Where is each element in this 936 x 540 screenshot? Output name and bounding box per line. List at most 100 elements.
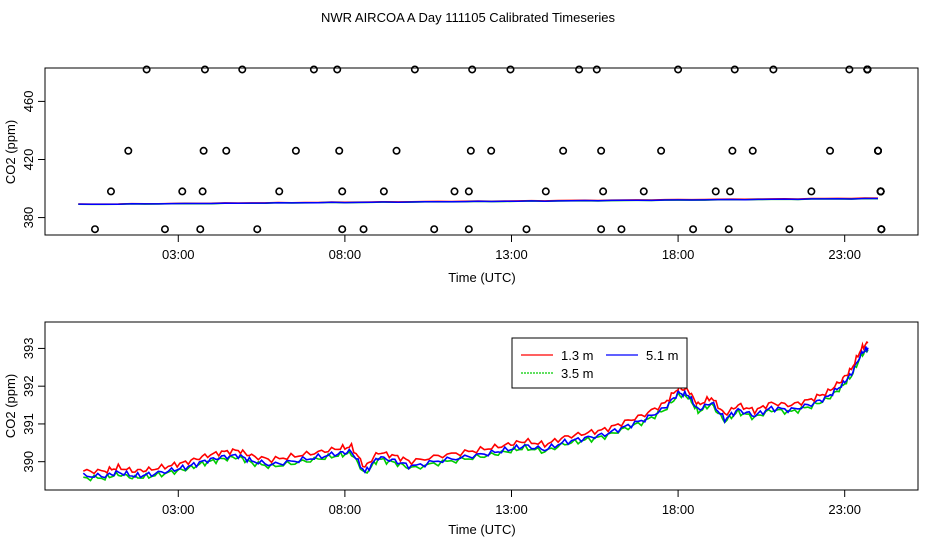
calibration-point bbox=[877, 225, 886, 234]
calibration-point bbox=[748, 146, 757, 155]
calibration-point bbox=[597, 225, 606, 234]
bottom-x-axis-label: Time (UTC) bbox=[448, 522, 515, 537]
calibration-point bbox=[160, 225, 169, 234]
calibration-point bbox=[106, 187, 115, 196]
calibration-point bbox=[863, 65, 872, 74]
top-series-line-5-1-m bbox=[78, 197, 878, 206]
legend-label-5-1m: 5.1 m bbox=[646, 348, 679, 363]
calibration-point bbox=[807, 187, 816, 196]
calibration-point bbox=[466, 146, 475, 155]
calibration-point bbox=[785, 225, 794, 234]
calibration-point bbox=[222, 146, 231, 155]
top-calibration-points bbox=[90, 65, 886, 234]
calibration-point bbox=[338, 225, 347, 234]
calibration-point bbox=[199, 146, 208, 155]
legend-label-3-5m: 3.5 m bbox=[561, 366, 594, 381]
top-y-tick-label: 380 bbox=[21, 207, 36, 229]
bottom-x-tick-label: 23:00 bbox=[828, 502, 861, 517]
calibration-point bbox=[845, 65, 854, 74]
bottom-y-axis-label: CO2 (ppm) bbox=[3, 374, 18, 438]
top-y-tick-label: 420 bbox=[21, 149, 36, 171]
calibration-point bbox=[617, 225, 626, 234]
calibration-point bbox=[379, 187, 388, 196]
bottom-y-axis: 390 391 392 393 bbox=[21, 338, 46, 473]
top-plot-frame bbox=[44, 67, 919, 236]
top-y-axis: 380 420 460 bbox=[21, 91, 46, 229]
calibration-point bbox=[559, 146, 568, 155]
top-x-tick-label: 08:00 bbox=[329, 247, 362, 262]
top-y-axis-label: CO2 (ppm) bbox=[3, 120, 18, 184]
figure-title: NWR AIRCOA A Day 111105 Calibrated Times… bbox=[321, 10, 616, 25]
legend: 1.3 m 5.1 m 3.5 m bbox=[511, 337, 688, 389]
calibration-point bbox=[876, 187, 885, 196]
calibration-point bbox=[468, 65, 477, 74]
bottom-series-lines bbox=[82, 340, 869, 482]
bottom-y-tick-label: 390 bbox=[21, 451, 36, 473]
calibration-point bbox=[730, 65, 739, 74]
top-x-axis: 03:00 08:00 13:00 18:00 23:00 bbox=[162, 235, 861, 262]
bottom-series-line-5-1-m bbox=[82, 346, 869, 479]
calibration-point bbox=[338, 187, 347, 196]
calibration-point bbox=[90, 225, 99, 234]
bottom-x-tick-label: 08:00 bbox=[329, 502, 362, 517]
calibration-point bbox=[124, 146, 133, 155]
calibration-point bbox=[200, 65, 209, 74]
bottom-x-axis: 03:00 08:00 13:00 18:00 23:00 bbox=[162, 490, 861, 517]
calibration-point bbox=[392, 146, 401, 155]
bottom-panel: 03:00 08:00 13:00 18:00 23:00 390 391 392 393 T… bbox=[3, 321, 919, 537]
legend-label-1-3m: 1.3 m bbox=[561, 348, 594, 363]
calibration-point bbox=[592, 65, 601, 74]
legend-box bbox=[511, 337, 688, 389]
calibration-point bbox=[599, 187, 608, 196]
calibration-point bbox=[769, 65, 778, 74]
calibration-point bbox=[711, 187, 720, 196]
top-series-lines bbox=[78, 197, 879, 206]
calibration-point bbox=[430, 225, 439, 234]
top-panel: 03:00 08:00 13:00 18:00 23:00 380 420 460 Time… bbox=[3, 65, 919, 285]
top-x-axis-label: Time (UTC) bbox=[448, 270, 515, 285]
calibration-point bbox=[522, 225, 531, 234]
bottom-y-tick-label: 391 bbox=[21, 413, 36, 435]
calibration-point bbox=[689, 225, 698, 234]
calibration-point bbox=[309, 65, 318, 74]
calibration-point bbox=[657, 146, 666, 155]
calibration-point bbox=[450, 187, 459, 196]
bottom-series-line-3-5-m bbox=[83, 349, 869, 482]
calibration-point bbox=[178, 187, 187, 196]
calibration-point bbox=[291, 146, 300, 155]
calibration-point bbox=[410, 65, 419, 74]
bottom-series-line-1-3-m bbox=[82, 340, 869, 475]
top-y-tick-label: 460 bbox=[21, 91, 36, 113]
calibration-point bbox=[506, 65, 515, 74]
calibration-point bbox=[639, 187, 648, 196]
calibration-point bbox=[724, 225, 733, 234]
calibration-point bbox=[826, 146, 835, 155]
calibration-point bbox=[335, 146, 344, 155]
calibration-point bbox=[196, 225, 205, 234]
bottom-y-tick-label: 393 bbox=[21, 338, 36, 360]
calibration-point bbox=[275, 187, 284, 196]
calibration-point bbox=[575, 65, 584, 74]
top-x-tick-label: 03:00 bbox=[162, 247, 195, 262]
calibration-point bbox=[198, 187, 207, 196]
top-x-tick-label: 23:00 bbox=[828, 247, 861, 262]
calibration-point bbox=[359, 225, 368, 234]
bottom-x-tick-label: 13:00 bbox=[495, 502, 528, 517]
calibration-point bbox=[142, 65, 151, 74]
top-x-tick-label: 13:00 bbox=[495, 247, 528, 262]
calibration-point bbox=[333, 65, 342, 74]
calibration-point bbox=[726, 187, 735, 196]
calibration-point bbox=[541, 187, 550, 196]
top-x-tick-label: 18:00 bbox=[662, 247, 695, 262]
calibration-point bbox=[597, 146, 606, 155]
calibration-point bbox=[253, 225, 262, 234]
bottom-x-tick-label: 03:00 bbox=[162, 502, 195, 517]
bottom-y-tick-label: 392 bbox=[21, 375, 36, 397]
calibration-point bbox=[464, 225, 473, 234]
calibration-point bbox=[728, 146, 737, 155]
calibration-point bbox=[674, 65, 683, 74]
calibration-point bbox=[874, 146, 883, 155]
calibration-point bbox=[464, 187, 473, 196]
calibration-point bbox=[238, 65, 247, 74]
